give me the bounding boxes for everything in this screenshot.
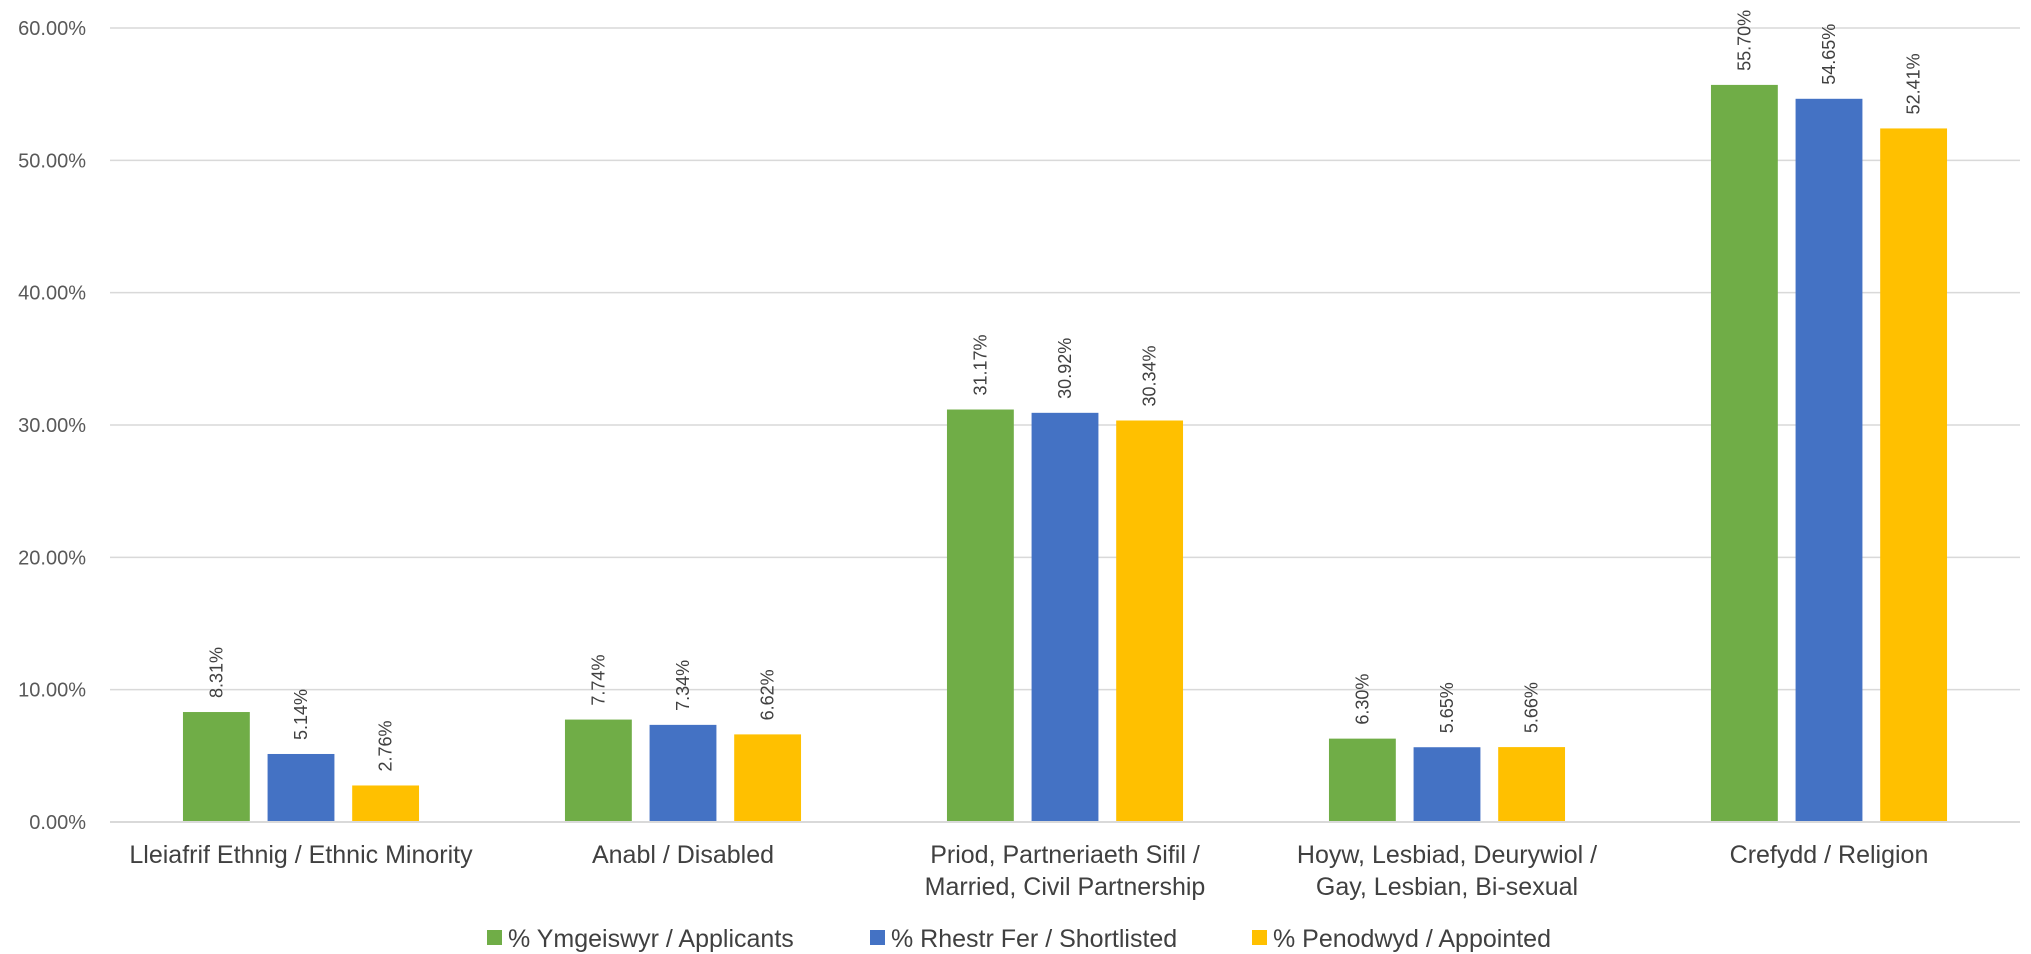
data-label: 7.74% <box>588 655 608 706</box>
category-label: Anabl / Disabled <box>592 841 774 869</box>
legend-label: % Ymgeiswyr / Applicants <box>508 925 794 953</box>
bar <box>1116 420 1184 822</box>
bar <box>352 785 420 822</box>
category-label: Hoyw, Lesbiad, Deurywiol / <box>1297 841 1597 869</box>
y-tick-label: 30.00% <box>18 415 86 437</box>
data-label: 5.14% <box>291 689 311 740</box>
data-label: 31.17% <box>970 334 990 395</box>
category-label: Married, Civil Partnership <box>925 873 1206 901</box>
data-label: 8.31% <box>206 647 226 698</box>
y-tick-label: 0.00% <box>29 812 86 834</box>
data-label: 5.65% <box>1437 682 1457 733</box>
bar <box>564 719 632 822</box>
data-label: 30.34% <box>1140 345 1160 406</box>
y-tick-label: 60.00% <box>18 18 86 40</box>
legend-label: % Penodwyd / Appointed <box>1273 925 1551 953</box>
bar <box>734 734 802 822</box>
data-label: 2.76% <box>376 720 396 771</box>
bar <box>1795 98 1863 822</box>
category-label: Crefydd / Religion <box>1730 841 1929 869</box>
bar <box>1710 84 1778 823</box>
bar <box>182 712 250 822</box>
y-axis-ticks: 0.00% 10.00% 20.00% 30.00% 40.00% 50.00% 60.00… <box>18 18 86 834</box>
category-label: Lleiafrif Ethnig / Ethnic Minority <box>129 841 473 869</box>
bar <box>1413 747 1481 822</box>
data-label: 52.41% <box>1904 53 1924 114</box>
bar <box>649 724 717 822</box>
data-label: 5.66% <box>1522 682 1542 733</box>
bar <box>267 753 335 822</box>
y-tick-label: 20.00% <box>18 547 86 569</box>
data-label: 6.30% <box>1352 674 1372 725</box>
bar <box>1880 128 1948 823</box>
y-tick-label: 10.00% <box>18 680 86 702</box>
legend-swatch <box>487 930 502 945</box>
data-label: 7.34% <box>673 660 693 711</box>
data-label: 54.65% <box>1819 24 1839 85</box>
bars <box>182 84 1948 823</box>
category-labels: Lleiafrif Ethnig / Ethnic Minority Anabl … <box>129 841 1928 901</box>
category-label: Gay, Lesbian, Bi-sexual <box>1316 873 1578 901</box>
y-tick-label: 40.00% <box>18 283 86 305</box>
bar <box>946 409 1014 822</box>
data-label: 30.92% <box>1055 338 1075 399</box>
legend: % Ymgeiswyr / Applicants % Rhestr Fer / S… <box>487 925 1551 953</box>
legend-swatch <box>1252 930 1267 945</box>
y-tick-label: 50.00% <box>18 150 86 172</box>
bar <box>1031 412 1099 822</box>
bar <box>1328 738 1396 822</box>
bar <box>1498 747 1566 822</box>
data-labels: 8.31% 5.14% 2.76% 7.74% 7.34% 6.62% 31.17% 30.9… <box>206 10 1923 772</box>
legend-swatch <box>870 930 885 945</box>
data-label: 6.62% <box>758 669 778 720</box>
legend-label: % Rhestr Fer / Shortlisted <box>891 925 1177 953</box>
category-label: Priod, Partneriaeth Sifil / <box>930 841 1200 869</box>
data-label: 55.70% <box>1734 10 1754 71</box>
